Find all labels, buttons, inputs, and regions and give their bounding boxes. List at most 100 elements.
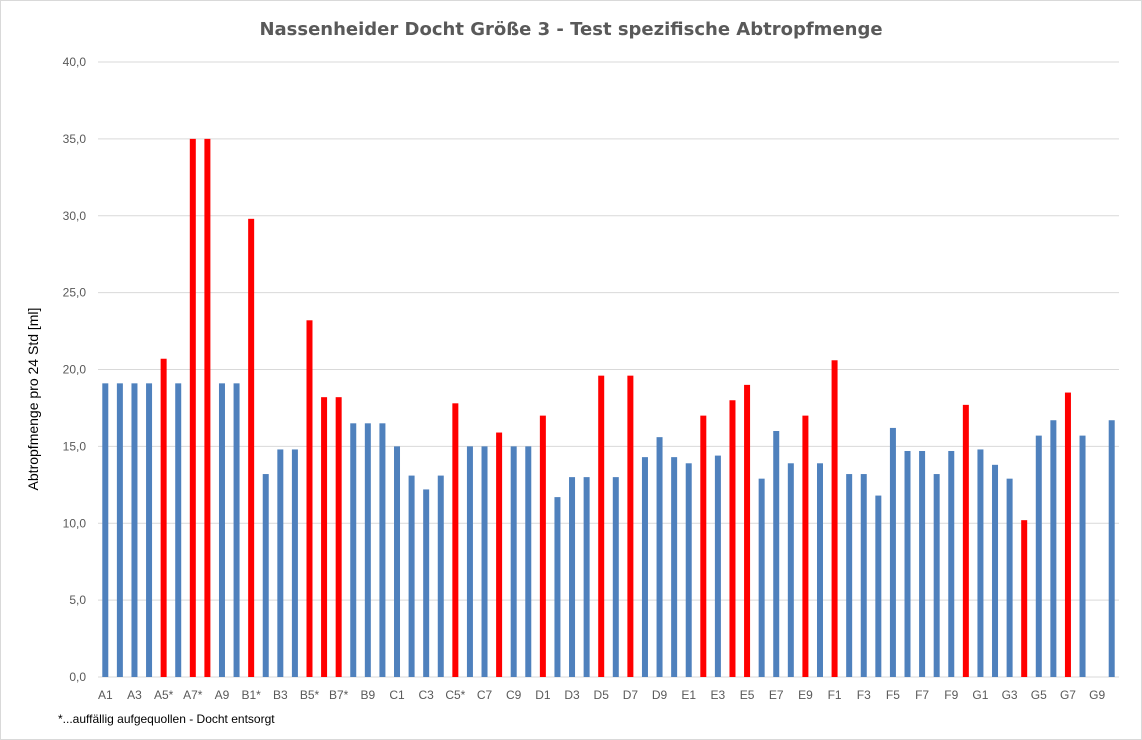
x-tick-label: F9	[944, 688, 958, 702]
x-tick-label: G1	[972, 688, 988, 702]
bar-g5	[1035, 435, 1042, 677]
x-tick-label: C5*	[445, 688, 465, 702]
bar-c6	[466, 446, 473, 677]
bar-a6	[175, 383, 182, 677]
bar-d6	[612, 477, 619, 677]
x-tick-label: C3	[419, 688, 435, 702]
x-tick-label: G5	[1031, 688, 1047, 702]
x-tick-label: F7	[915, 688, 929, 702]
x-tick-label: B5*	[300, 688, 320, 702]
bar-f0	[816, 463, 823, 677]
bar-d0	[525, 446, 532, 677]
bar-a9	[218, 383, 225, 677]
bar-b0	[233, 383, 240, 677]
bar-c7	[481, 446, 488, 677]
bar-b3	[277, 449, 284, 677]
y-tick-label: 20,0	[63, 363, 87, 377]
bar-b4	[291, 449, 298, 677]
y-tick-label: 40,0	[63, 55, 87, 69]
bar-g7	[1064, 392, 1071, 677]
x-tick-label: G7	[1060, 688, 1076, 702]
bar-d9	[656, 437, 663, 677]
bar-a1	[102, 383, 109, 677]
x-tick-label: E7	[769, 688, 784, 702]
x-tick-label: A3	[127, 688, 142, 702]
bar-d5	[598, 375, 605, 677]
bar-e7	[773, 431, 780, 677]
x-tick-label: E9	[798, 688, 813, 702]
x-tick-label: D9	[652, 688, 668, 702]
bar-c8	[496, 432, 503, 677]
bar-b9	[364, 423, 371, 677]
bar-b5-star	[306, 320, 313, 677]
bar-a3	[131, 383, 138, 677]
bar-e6	[758, 478, 765, 677]
bar-d1	[539, 415, 546, 677]
bar-h0	[1108, 420, 1115, 677]
bar-a8-star	[204, 138, 211, 677]
x-tick-label: F5	[886, 688, 900, 702]
x-tick-label: C9	[506, 688, 522, 702]
bar-e9	[802, 415, 809, 677]
x-tick-label: F3	[857, 688, 871, 702]
x-tick-label: D1	[535, 688, 551, 702]
bar-c9	[510, 446, 517, 677]
y-tick-label: 5,0	[69, 593, 86, 607]
bar-d3	[569, 477, 576, 677]
bar-a7-star	[189, 138, 196, 677]
x-tick-label: D3	[564, 688, 580, 702]
x-tick-label: G3	[1002, 688, 1018, 702]
bar-b6-star	[321, 397, 328, 677]
bar-b2	[262, 474, 269, 677]
bar-c0	[379, 423, 386, 677]
bar-b1-star	[248, 218, 255, 677]
bar-e0	[671, 457, 678, 677]
bar-b8	[350, 423, 357, 677]
x-tick-label: C1	[389, 688, 405, 702]
x-tick-label: B3	[273, 688, 288, 702]
x-tick-label: B9	[360, 688, 375, 702]
x-tick-label: E3	[711, 688, 726, 702]
bar-d4	[583, 477, 590, 677]
x-tick-label: B7*	[329, 688, 349, 702]
bar-f6	[904, 450, 911, 677]
x-tick-label: E5	[740, 688, 755, 702]
bar-a5-star	[160, 358, 167, 677]
x-tick-label: E1	[681, 688, 696, 702]
x-tick-label: A1	[98, 688, 113, 702]
bar-f8	[933, 474, 940, 677]
x-tick-label: B1*	[241, 688, 261, 702]
y-tick-label: 30,0	[63, 209, 87, 223]
bar-e8	[787, 463, 794, 677]
x-tick-label: G9	[1089, 688, 1105, 702]
bar-c5-star	[452, 403, 459, 677]
bar-a2	[116, 383, 123, 677]
chart-title: Nassenheider Docht Größe 3 - Test spezif…	[259, 19, 883, 40]
bar-e1	[685, 463, 692, 677]
bar-e5	[744, 384, 751, 677]
x-tick-label: C7	[477, 688, 493, 702]
x-tick-label: F1	[828, 688, 842, 702]
bar-c4	[437, 475, 444, 677]
bar-f4	[875, 495, 882, 677]
y-tick-label: 15,0	[63, 439, 87, 453]
bar-g3	[1006, 478, 1013, 677]
bar-a4	[146, 383, 153, 677]
x-tick-label: A9	[215, 688, 230, 702]
bar-d8	[641, 457, 648, 677]
y-tick-label: 25,0	[63, 286, 87, 300]
bar-d2	[554, 497, 561, 677]
bar-g0	[962, 404, 969, 677]
bar-g2	[992, 464, 999, 677]
y-tick-label: 35,0	[63, 132, 87, 146]
y-tick-label: 0,0	[69, 670, 86, 684]
x-tick-label: D7	[623, 688, 639, 702]
bar-f9	[948, 450, 955, 677]
bar-c1	[394, 446, 401, 677]
bar-f3	[860, 474, 867, 677]
bar-f2	[846, 474, 853, 677]
bar-f7	[919, 450, 926, 677]
bar-e3	[714, 455, 721, 677]
bar-f5	[889, 427, 896, 677]
